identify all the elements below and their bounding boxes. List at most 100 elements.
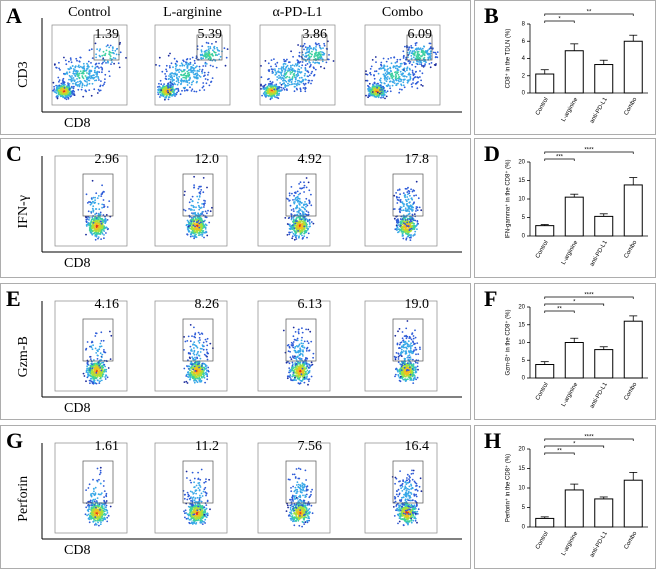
cell-dot xyxy=(183,336,186,338)
cell-dot xyxy=(103,234,105,236)
cell-dot xyxy=(183,349,185,351)
cell-dot xyxy=(188,365,190,368)
cell-dot xyxy=(186,375,189,378)
cell-dot xyxy=(374,70,376,73)
cell-dot xyxy=(293,194,295,197)
cell-dot xyxy=(84,89,87,92)
cell-dot xyxy=(96,366,99,369)
cell-dot xyxy=(316,56,319,58)
cell-dot xyxy=(195,76,198,79)
cell-dot xyxy=(199,191,202,193)
cell-dot xyxy=(99,345,102,348)
cell-dot xyxy=(189,58,192,60)
cell-dot xyxy=(295,238,298,240)
cell-dot xyxy=(88,82,91,85)
cell-dot xyxy=(96,197,99,200)
cell-dot xyxy=(399,208,402,211)
cell-dot xyxy=(191,227,194,230)
cell-dot xyxy=(300,218,303,221)
cell-dot xyxy=(95,192,98,195)
cell-dot xyxy=(91,57,94,59)
cell-dot xyxy=(296,72,299,75)
cell-dot xyxy=(404,45,406,48)
cell-dot xyxy=(195,221,198,224)
cell-dot xyxy=(185,61,187,64)
cell-dot xyxy=(70,79,73,81)
cell-dot xyxy=(108,53,111,56)
cell-dot xyxy=(376,85,379,88)
cell-dot xyxy=(87,79,90,82)
cell-dot xyxy=(400,230,403,233)
cell-dot xyxy=(187,335,190,338)
cell-dot xyxy=(63,92,66,95)
cell-dot xyxy=(297,223,299,226)
cell-dot xyxy=(194,356,196,359)
cell-dot xyxy=(389,90,392,93)
cell-dot xyxy=(103,60,106,63)
cell-dot xyxy=(101,218,104,221)
cell-dot xyxy=(290,225,293,228)
cell-dot xyxy=(393,80,395,82)
cell-dot xyxy=(414,51,417,53)
cell-dot xyxy=(206,372,208,375)
cell-dot xyxy=(224,64,227,67)
cell-dot xyxy=(418,48,421,51)
cell-dot xyxy=(207,209,209,212)
cell-dot xyxy=(269,80,272,83)
cell-dot xyxy=(395,84,398,87)
cell-dot xyxy=(387,58,390,60)
cell-dot xyxy=(303,181,305,184)
cell-dot xyxy=(69,68,71,70)
cell-dot xyxy=(293,238,296,241)
x-axis-label: CD8 xyxy=(64,256,90,271)
cell-dot xyxy=(382,96,384,99)
cell-dot xyxy=(285,65,288,68)
cell-dot xyxy=(56,85,59,87)
cell-dot xyxy=(101,54,104,57)
cell-dot xyxy=(303,223,306,226)
cell-dot xyxy=(284,70,286,72)
cell-dot xyxy=(315,46,317,48)
cell-dot xyxy=(422,64,425,67)
cell-dot xyxy=(274,69,276,72)
cell-dot xyxy=(386,65,389,68)
cell-dot xyxy=(215,66,218,69)
cell-dot xyxy=(177,68,179,71)
cell-dot xyxy=(370,73,372,76)
cell-dot xyxy=(66,92,69,95)
cell-dot xyxy=(192,343,194,346)
cell-dot xyxy=(416,60,419,63)
cell-dot xyxy=(292,83,294,85)
cell-dot xyxy=(372,84,375,87)
cell-dot xyxy=(95,377,97,380)
cell-dot xyxy=(99,377,101,380)
cell-dot xyxy=(203,202,206,205)
cell-dot xyxy=(379,67,382,69)
cell-dot xyxy=(332,60,335,62)
cell-dot xyxy=(191,218,194,221)
cell-dot xyxy=(265,92,268,94)
cell-dot xyxy=(307,181,310,184)
cell-dot xyxy=(393,56,396,58)
cell-dot xyxy=(412,82,414,84)
cell-dot xyxy=(101,232,104,235)
cell-dot xyxy=(291,64,294,66)
cell-dot xyxy=(82,95,85,98)
cell-dot xyxy=(209,46,212,48)
cell-dot xyxy=(101,227,103,229)
cell-dot xyxy=(273,84,276,86)
cell-dot xyxy=(191,356,194,359)
cell-dot xyxy=(199,333,201,336)
cell-dot xyxy=(296,84,298,87)
cell-dot xyxy=(312,61,315,63)
cell-dot xyxy=(62,83,65,86)
cell-dot xyxy=(304,78,307,81)
cell-dot xyxy=(75,70,78,72)
cell-dot xyxy=(72,93,74,96)
cell-dot xyxy=(374,91,376,94)
cell-dot xyxy=(323,67,326,70)
cell-dot xyxy=(189,340,192,343)
cell-dot xyxy=(197,220,200,222)
cell-dot xyxy=(109,55,112,57)
cell-dot xyxy=(265,89,268,92)
